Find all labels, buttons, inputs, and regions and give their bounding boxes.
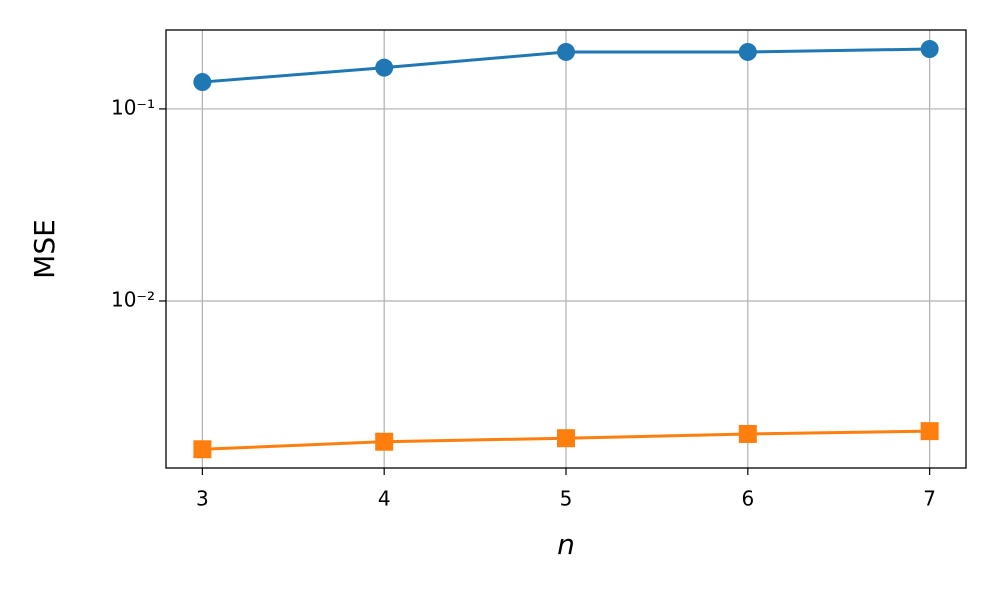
marker xyxy=(193,73,212,92)
marker xyxy=(738,424,757,443)
marker xyxy=(375,432,394,451)
marker xyxy=(738,42,757,61)
x-tick-label: 4 xyxy=(378,487,391,511)
marker xyxy=(920,40,939,59)
x-tick-label: 6 xyxy=(741,487,754,511)
marker xyxy=(920,422,939,441)
plot-frame xyxy=(165,29,967,469)
marker xyxy=(557,42,575,61)
y-tick-label: 10⁻¹ xyxy=(111,95,155,119)
marker xyxy=(193,440,212,459)
marker xyxy=(375,58,394,77)
x-axis-label: n xyxy=(557,528,575,561)
y-tick-label: 10⁻² xyxy=(111,287,155,311)
x-tick-label: 5 xyxy=(560,487,573,511)
x-tick-label: 3 xyxy=(196,487,209,511)
y-axis-label: MSE xyxy=(28,219,61,279)
marker xyxy=(557,429,575,448)
x-tick-label: 7 xyxy=(923,487,936,511)
